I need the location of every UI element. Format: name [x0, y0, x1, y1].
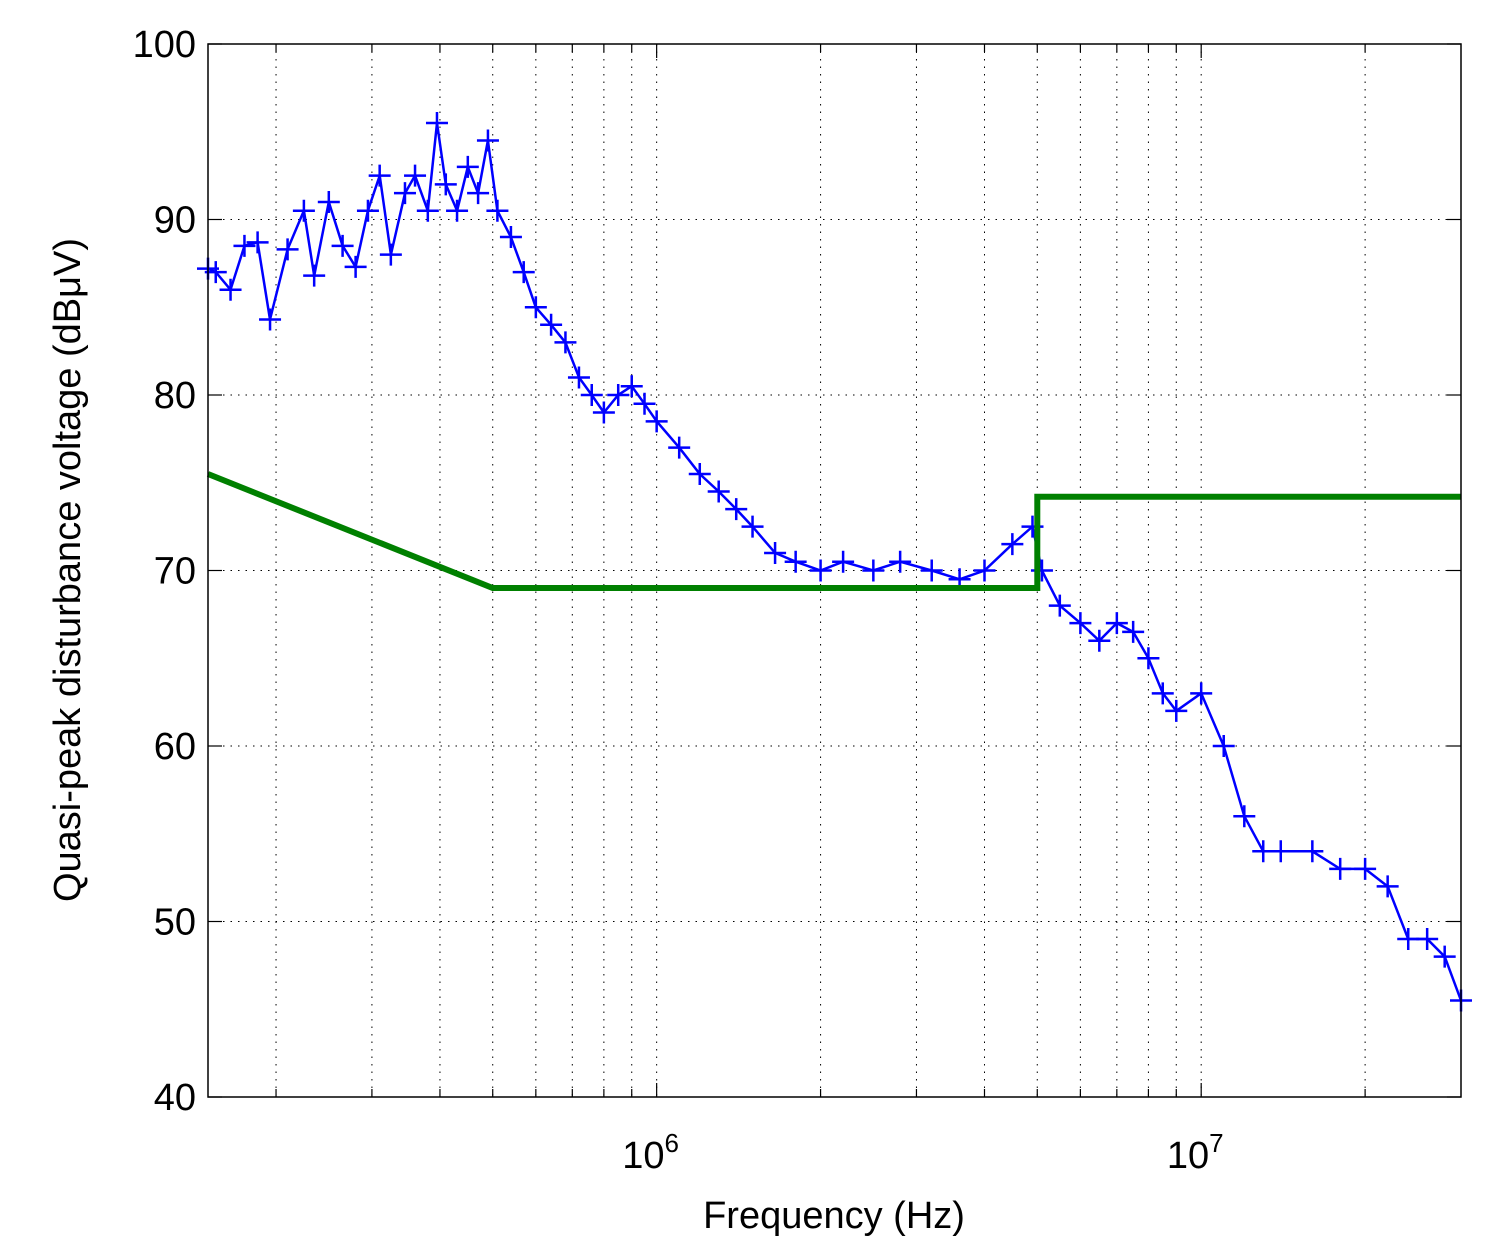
series-1-point	[317, 190, 340, 213]
series-1-point	[476, 129, 499, 152]
series-1-point	[416, 199, 439, 222]
y-tick-label: 90	[154, 200, 196, 242]
series-1-point	[434, 173, 457, 196]
series-1-point	[567, 366, 590, 389]
series-1-point	[1416, 928, 1439, 951]
series-1-point	[512, 261, 535, 284]
series-1-point	[303, 264, 326, 287]
series-1-point	[368, 164, 391, 187]
series-1-point	[233, 234, 256, 257]
series-1-point	[1105, 612, 1128, 635]
series-1-point	[620, 375, 643, 398]
series-1-point	[425, 111, 448, 134]
series-1-point	[707, 480, 730, 503]
series-1-point	[540, 313, 563, 336]
plot-background	[208, 44, 1461, 1097]
series-1-point	[741, 515, 764, 538]
series-1-point	[344, 255, 367, 278]
series-1-point	[467, 182, 490, 205]
series-1-point	[1069, 612, 1092, 635]
series-1-point	[524, 296, 547, 319]
series-2-line	[206, 471, 1461, 591]
series-1-point	[784, 550, 807, 573]
series-1-point	[499, 226, 522, 249]
series-1-point	[1269, 840, 1292, 863]
series-1-point	[1354, 857, 1377, 880]
series-1-point	[1151, 682, 1174, 705]
series-1-point	[1122, 620, 1145, 643]
series-1-point	[246, 231, 269, 254]
y-tick-label: 50	[154, 902, 196, 944]
series-1-point	[645, 410, 668, 433]
series-1-point	[688, 462, 711, 485]
series-1-point	[1088, 629, 1111, 652]
series-1-point	[1301, 840, 1324, 863]
series-1-point	[580, 384, 603, 406]
series-1-point	[1212, 735, 1235, 757]
series-1-point	[1048, 594, 1071, 617]
series-1-point	[446, 199, 469, 222]
series-1-point	[1233, 805, 1256, 828]
y-tick-label: 100	[133, 24, 196, 66]
series-1-point	[356, 199, 379, 222]
series-1-point	[862, 559, 885, 582]
series-1-point	[1137, 647, 1160, 670]
series-1-point	[393, 182, 416, 205]
series-1-point	[725, 498, 748, 521]
x-tick-label: 107	[1167, 1128, 1224, 1177]
series-1-point	[554, 331, 577, 354]
series-1-point	[1001, 533, 1024, 556]
series-1-point	[607, 384, 630, 406]
series-1-point	[1329, 857, 1352, 880]
ticks: 40 50 60 70 80 90 100 106 107	[133, 24, 1461, 1177]
series-layer	[197, 111, 1472, 1012]
series-1-point	[1433, 945, 1456, 968]
series-1-point	[1397, 928, 1420, 951]
series-1-point	[832, 550, 855, 573]
series-1-point	[219, 278, 242, 301]
series-1-point	[973, 559, 996, 582]
series-1-point	[633, 392, 656, 415]
series-1-point	[920, 559, 943, 582]
series-1-point	[292, 199, 315, 222]
y-tick-label: 70	[154, 551, 196, 593]
y-tick-label: 40	[154, 1077, 196, 1119]
y-tick-label: 80	[154, 375, 196, 417]
series-1-point	[889, 550, 912, 573]
series-1-point	[764, 541, 787, 564]
series-1-point	[456, 155, 479, 178]
series-1-point	[486, 199, 509, 222]
series-1-point	[404, 164, 427, 187]
series-1-point	[276, 238, 299, 261]
series-1-point	[1190, 682, 1213, 705]
series-1-point	[809, 559, 832, 582]
series-1-point	[1165, 699, 1188, 722]
series-1-point	[259, 308, 282, 331]
series-1-point	[331, 234, 354, 257]
y-axis-label: Quasi-peak disturbance voltage (dBμV)	[47, 238, 89, 902]
x-axis-label: Frequency (Hz)	[703, 1195, 965, 1237]
series-1-point	[668, 436, 691, 459]
y-tick-label: 60	[154, 726, 196, 768]
series-1-point	[1376, 875, 1399, 898]
series-1-point	[379, 243, 402, 266]
x-tick-label: 106	[622, 1128, 679, 1177]
series-1-point	[592, 401, 615, 424]
